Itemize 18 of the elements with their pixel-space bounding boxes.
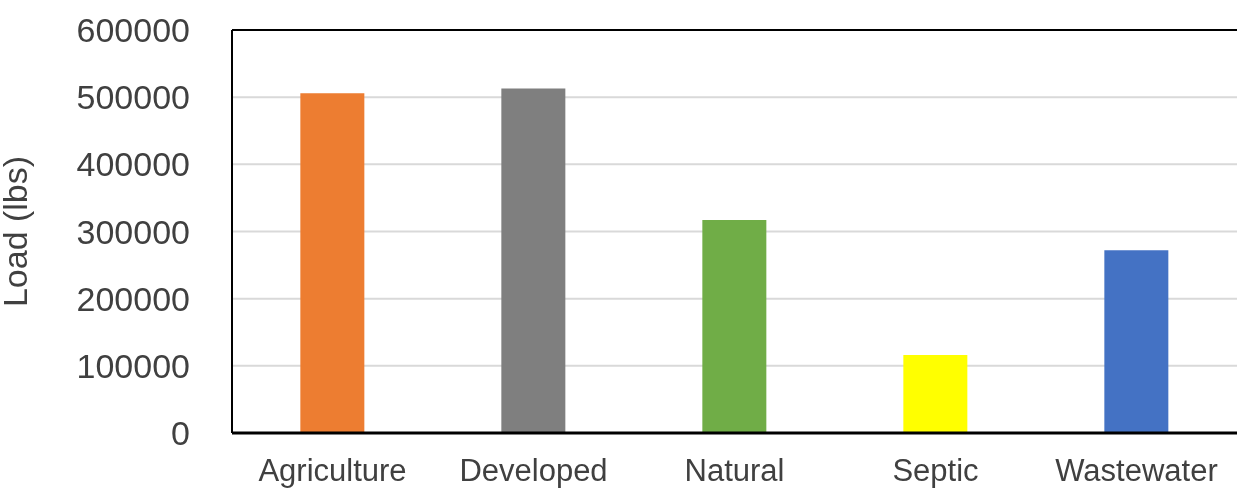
- y-tick-label: 0: [171, 414, 190, 453]
- x-tick-label: Natural: [684, 453, 785, 489]
- y-tick-label: 400000: [76, 145, 190, 184]
- y-tick-label: 500000: [76, 78, 190, 117]
- x-tick-label: Wastewater: [1055, 453, 1218, 489]
- y-tick-label: 300000: [76, 212, 190, 251]
- x-tick-label: Developed: [459, 453, 608, 489]
- y-tick-label: 600000: [76, 11, 190, 50]
- x-tick-label: Septic: [892, 453, 979, 489]
- bar: [300, 93, 365, 433]
- y-tick-label: 100000: [76, 346, 190, 385]
- bar: [702, 220, 767, 433]
- bar: [501, 88, 566, 433]
- y-tick-label: 200000: [76, 279, 190, 318]
- bar: [1104, 250, 1169, 433]
- x-tick-label: Agriculture: [258, 453, 407, 489]
- y-axis-title: Load (lbs): [0, 155, 35, 308]
- bar: [903, 355, 968, 433]
